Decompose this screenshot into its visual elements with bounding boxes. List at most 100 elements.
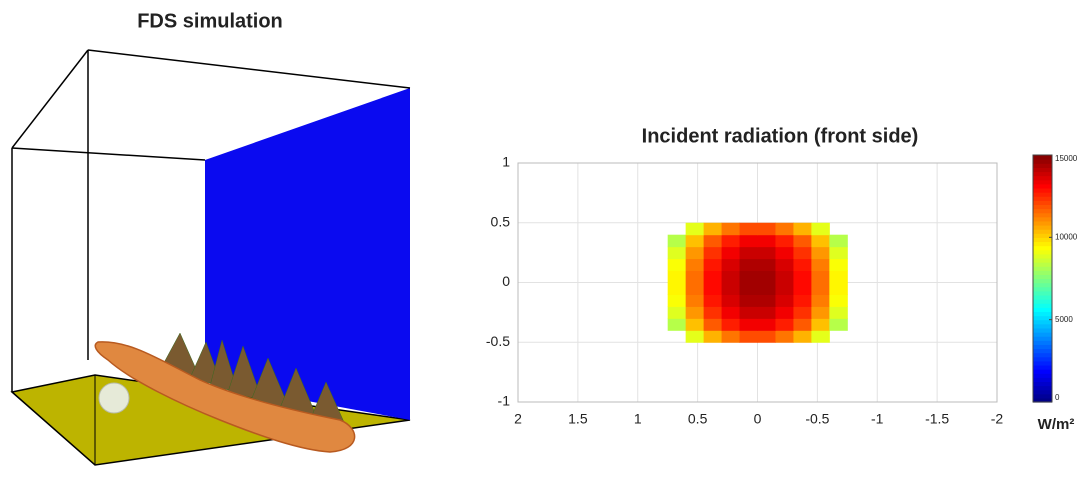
- colorbar-step: [1033, 163, 1052, 168]
- heat-cell: [793, 330, 812, 343]
- colorbar-step: [1033, 204, 1052, 210]
- heat-cell: [829, 258, 848, 272]
- heat-cell: [685, 270, 705, 283]
- heat-cell: [757, 330, 776, 343]
- heat-cell: [721, 282, 741, 295]
- colorbar-step: [1033, 319, 1052, 325]
- heat-cell: [685, 234, 705, 248]
- heat-cell: [685, 330, 705, 343]
- heat-cell: [811, 306, 830, 319]
- heat-cell: [775, 306, 794, 319]
- heat-cell: [793, 246, 812, 260]
- heat-cell: [775, 222, 794, 236]
- heat-cell: [721, 318, 741, 331]
- colorbar-step: [1033, 212, 1052, 218]
- box-edge: [11, 147, 206, 161]
- flame: [94, 341, 356, 453]
- heat-cell: [739, 294, 758, 307]
- y-tick-label: 0.5: [491, 213, 511, 229]
- colorbar-step: [1033, 344, 1052, 350]
- heat-cell: [703, 270, 723, 283]
- heat-cell: [703, 330, 723, 343]
- colorbar-step: [1033, 249, 1052, 255]
- heat-cell: [685, 246, 705, 260]
- heat-cell: [811, 258, 830, 272]
- heat-cell: [757, 258, 776, 272]
- heat-cell: [703, 222, 723, 236]
- colorbar-frame: [1032, 154, 1053, 403]
- heat-cell: [793, 222, 812, 236]
- colorbar-step: [1033, 216, 1052, 222]
- heat-cell: [703, 246, 723, 260]
- colorbar-step: [1033, 294, 1052, 300]
- heat-cell: [757, 270, 776, 283]
- heat-cell: [685, 318, 705, 331]
- colorbar-step: [1033, 356, 1052, 362]
- colorbar-step: [1033, 257, 1052, 263]
- heat-cell: [775, 318, 794, 331]
- heat-cell: [739, 330, 758, 343]
- box-edge: [11, 49, 89, 149]
- heat-cell: [829, 270, 848, 283]
- heat-cell: [739, 270, 758, 283]
- heat-cell: [775, 246, 794, 260]
- heat-cell: [721, 222, 741, 236]
- heat-cell: [811, 294, 830, 307]
- colorbar-step: [1033, 393, 1052, 399]
- x-tick-label: 1: [634, 411, 642, 427]
- heat-cell: [667, 318, 687, 331]
- colorbar-step: [1033, 187, 1052, 193]
- chart-title: Incident radiation (front side): [642, 125, 919, 147]
- colorbar-step: [1033, 332, 1052, 337]
- heat-cell: [811, 270, 830, 283]
- heat-cell: [667, 270, 687, 283]
- heat-cell: [793, 306, 812, 319]
- colorbar-step: [1033, 286, 1052, 292]
- heat-cell: [829, 234, 848, 248]
- heat-cell: [793, 234, 812, 248]
- heat-cell: [829, 294, 848, 307]
- colorbar-step: [1033, 183, 1052, 189]
- colorbar-step: [1033, 179, 1052, 185]
- heat-cell: [757, 294, 776, 307]
- y-tick-label: 1: [502, 154, 510, 170]
- sphere: [98, 382, 130, 414]
- colorbar-step: [1033, 307, 1052, 313]
- colorbar-step: [1033, 315, 1052, 321]
- heat-cell: [703, 294, 723, 307]
- heat-cell: [721, 246, 741, 260]
- colorbar-step: [1033, 200, 1052, 205]
- heat-cell: [793, 282, 812, 295]
- heat-cell: [775, 258, 794, 272]
- heat-cell: [829, 318, 848, 331]
- colorbar-step: [1033, 299, 1052, 304]
- colorbar-label: W/m²: [1038, 416, 1075, 433]
- heat-cell: [667, 294, 687, 307]
- colorbar-step: [1033, 192, 1052, 197]
- heat-cell: [811, 222, 830, 236]
- heat-cell: [811, 282, 830, 295]
- colorbar-step: [1033, 389, 1052, 395]
- colorbar-step: [1033, 397, 1052, 403]
- x-tick-label: -1: [871, 411, 884, 427]
- colorbar-tick-label: 5000: [1055, 315, 1073, 324]
- heat-cell: [703, 282, 723, 295]
- colorbar-step: [1033, 352, 1052, 358]
- colorbar-step: [1033, 175, 1052, 181]
- heat-cell: [721, 306, 741, 319]
- colorbar-step: [1033, 373, 1052, 378]
- heat-cell: [793, 294, 812, 307]
- colorbar-step: [1033, 266, 1052, 271]
- colorbar-step: [1033, 253, 1052, 259]
- heat-cell: [721, 330, 741, 343]
- heat-cell: [829, 306, 848, 319]
- heat-cell: [811, 246, 830, 260]
- y-tick-label: 0: [502, 273, 510, 289]
- heat-cell: [793, 258, 812, 272]
- heat-cell: [685, 282, 705, 295]
- heat-cell: [793, 270, 812, 283]
- colorbar-step: [1033, 167, 1052, 173]
- heat-cell: [811, 234, 830, 248]
- heat-cell: [739, 246, 758, 260]
- colorbar-step: [1033, 233, 1052, 238]
